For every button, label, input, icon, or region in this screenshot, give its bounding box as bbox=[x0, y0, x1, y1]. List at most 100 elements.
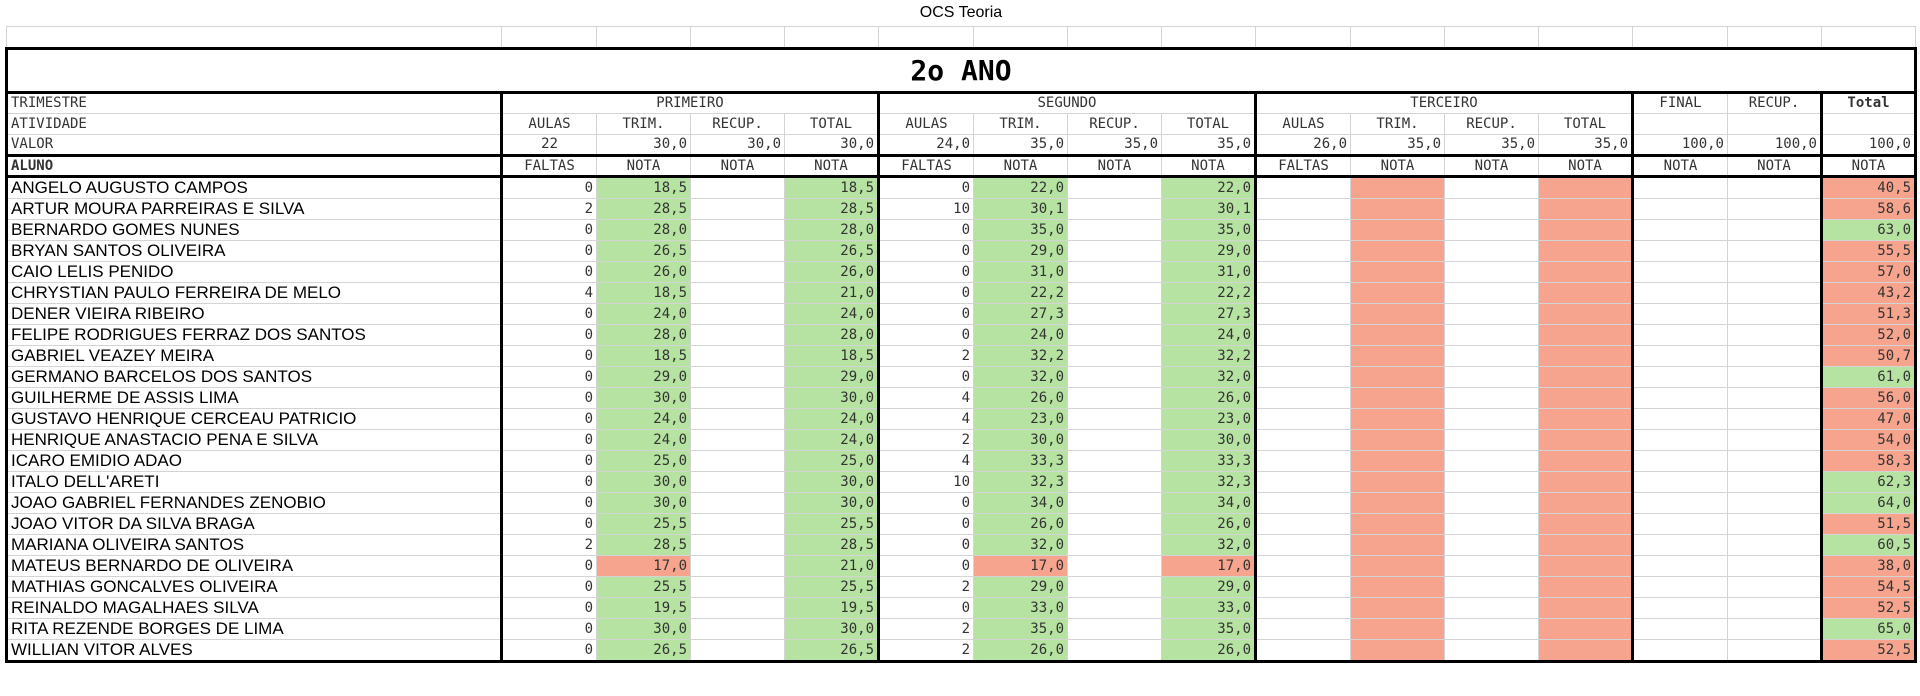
recup-final-cell[interactable] bbox=[1727, 533, 1822, 556]
recup-final-cell[interactable] bbox=[1727, 638, 1822, 663]
trim-2-cell[interactable]: 29,0 bbox=[973, 239, 1068, 262]
trim-3-cell[interactable] bbox=[1350, 302, 1445, 325]
student-name-cell[interactable]: JOAO GABRIEL FERNANDES ZENOBIO bbox=[5, 491, 502, 514]
total-nota-cell[interactable]: 54,5 bbox=[1820, 575, 1917, 598]
trim-2-cell[interactable]: 32,2 bbox=[973, 344, 1068, 367]
total-2-cell[interactable]: 26,0 bbox=[1161, 386, 1256, 409]
total-3-cell[interactable] bbox=[1538, 638, 1633, 663]
total-3-cell[interactable] bbox=[1538, 344, 1633, 367]
faltas-1-cell[interactable]: 4 bbox=[500, 281, 597, 304]
recup-3-cell[interactable] bbox=[1444, 407, 1539, 430]
total-nota-cell[interactable]: 43,2 bbox=[1820, 281, 1917, 304]
faltas-1-cell[interactable]: 0 bbox=[500, 407, 597, 430]
total-2-cell[interactable]: 32,3 bbox=[1161, 470, 1256, 493]
trim-2-cell[interactable]: 30,1 bbox=[973, 197, 1068, 220]
recup-2-cell[interactable] bbox=[1067, 428, 1162, 451]
faltas-2-cell[interactable]: 10 bbox=[877, 470, 974, 493]
recup-1-cell[interactable] bbox=[690, 449, 785, 472]
recup-3-cell[interactable] bbox=[1444, 239, 1539, 262]
faltas-2-cell[interactable]: 0 bbox=[877, 512, 974, 535]
total-3-cell[interactable] bbox=[1538, 281, 1633, 304]
recup-2-cell[interactable] bbox=[1067, 533, 1162, 556]
faltas-2-cell[interactable]: 2 bbox=[877, 617, 974, 640]
final-nota-cell[interactable] bbox=[1631, 491, 1728, 514]
final-nota-cell[interactable] bbox=[1631, 365, 1728, 388]
final-nota-cell[interactable] bbox=[1631, 470, 1728, 493]
faltas-2-cell[interactable]: 0 bbox=[877, 260, 974, 283]
total-1-cell[interactable]: 18,5 bbox=[784, 175, 879, 199]
total-nota-cell[interactable]: 65,0 bbox=[1820, 617, 1917, 640]
total-3-cell[interactable] bbox=[1538, 323, 1633, 346]
trim-2-cell[interactable]: 34,0 bbox=[973, 491, 1068, 514]
recup-1-cell[interactable] bbox=[690, 407, 785, 430]
total-nota-cell[interactable]: 56,0 bbox=[1820, 386, 1917, 409]
student-row[interactable]: GUILHERME DE ASSIS LIMA 0 30,0 30,0 4 26,0 26,… bbox=[5, 386, 1917, 409]
recup-final-cell[interactable] bbox=[1727, 554, 1822, 577]
total-1-cell[interactable]: 26,0 bbox=[784, 260, 879, 283]
total-1-cell[interactable]: 19,5 bbox=[784, 596, 879, 619]
student-name-cell[interactable]: MATEUS BERNARDO DE OLIVEIRA bbox=[5, 554, 502, 577]
final-nota-cell[interactable] bbox=[1631, 617, 1728, 640]
recup-2-cell[interactable] bbox=[1067, 239, 1162, 262]
faltas-1-cell[interactable]: 0 bbox=[500, 617, 597, 640]
final-nota-cell[interactable] bbox=[1631, 638, 1728, 663]
total-3-cell[interactable] bbox=[1538, 470, 1633, 493]
total-3-cell[interactable] bbox=[1538, 175, 1633, 199]
trim-2-cell[interactable]: 35,0 bbox=[973, 617, 1068, 640]
total-2-cell[interactable]: 32,2 bbox=[1161, 344, 1256, 367]
recup-2-cell[interactable] bbox=[1067, 617, 1162, 640]
recup-2-cell[interactable] bbox=[1067, 365, 1162, 388]
student-name-cell[interactable]: GUILHERME DE ASSIS LIMA bbox=[5, 386, 502, 409]
total-3-cell[interactable] bbox=[1538, 533, 1633, 556]
total-1-cell[interactable]: 28,0 bbox=[784, 218, 879, 241]
faltas-1-cell[interactable]: 0 bbox=[500, 260, 597, 283]
faltas-3-cell[interactable] bbox=[1254, 239, 1351, 262]
recup-final-cell[interactable] bbox=[1727, 596, 1822, 619]
trim-3-cell[interactable] bbox=[1350, 386, 1445, 409]
student-row[interactable]: ITALO DELL'ARETI 0 30,0 30,0 10 32,3 32,3 62,3 bbox=[5, 470, 1917, 493]
total-2-cell[interactable]: 24,0 bbox=[1161, 323, 1256, 346]
trim-3-cell[interactable] bbox=[1350, 175, 1445, 199]
recup-2-cell[interactable] bbox=[1067, 302, 1162, 325]
faltas-2-cell[interactable]: 2 bbox=[877, 575, 974, 598]
total-2-cell[interactable]: 35,0 bbox=[1161, 218, 1256, 241]
final-nota-cell[interactable] bbox=[1631, 323, 1728, 346]
total-nota-cell[interactable]: 51,3 bbox=[1820, 302, 1917, 325]
faltas-1-cell[interactable]: 0 bbox=[500, 428, 597, 451]
final-nota-cell[interactable] bbox=[1631, 554, 1728, 577]
trim-2-cell[interactable]: 22,2 bbox=[973, 281, 1068, 304]
recup-3-cell[interactable] bbox=[1444, 575, 1539, 598]
recup-2-cell[interactable] bbox=[1067, 512, 1162, 535]
faltas-3-cell[interactable] bbox=[1254, 281, 1351, 304]
recup-final-cell[interactable] bbox=[1727, 386, 1822, 409]
trim-2-cell[interactable]: 33,3 bbox=[973, 449, 1068, 472]
total-2-cell[interactable]: 23,0 bbox=[1161, 407, 1256, 430]
trim-1-cell[interactable]: 24,0 bbox=[596, 302, 691, 325]
recup-3-cell[interactable] bbox=[1444, 323, 1539, 346]
total-nota-cell[interactable]: 52,0 bbox=[1820, 323, 1917, 346]
total-nota-cell[interactable]: 60,5 bbox=[1820, 533, 1917, 556]
faltas-2-cell[interactable]: 0 bbox=[877, 596, 974, 619]
total-2-cell[interactable]: 26,0 bbox=[1161, 638, 1256, 663]
recup-1-cell[interactable] bbox=[690, 344, 785, 367]
trim-2-cell[interactable]: 32,3 bbox=[973, 470, 1068, 493]
trim-2-cell[interactable]: 32,0 bbox=[973, 365, 1068, 388]
recup-1-cell[interactable] bbox=[690, 197, 785, 220]
faltas-3-cell[interactable] bbox=[1254, 470, 1351, 493]
total-1-cell[interactable]: 30,0 bbox=[784, 386, 879, 409]
faltas-3-cell[interactable] bbox=[1254, 386, 1351, 409]
trim-1-cell[interactable]: 19,5 bbox=[596, 596, 691, 619]
recup-2-cell[interactable] bbox=[1067, 386, 1162, 409]
student-name-cell[interactable]: GUSTAVO HENRIQUE CERCEAU PATRICIO bbox=[5, 407, 502, 430]
faltas-1-cell[interactable]: 0 bbox=[500, 596, 597, 619]
trim-3-cell[interactable] bbox=[1350, 449, 1445, 472]
total-2-cell[interactable]: 34,0 bbox=[1161, 491, 1256, 514]
faltas-1-cell[interactable]: 0 bbox=[500, 344, 597, 367]
student-row[interactable]: RITA REZENDE BORGES DE LIMA 0 30,0 30,0 2 35,… bbox=[5, 617, 1917, 640]
final-nota-cell[interactable] bbox=[1631, 344, 1728, 367]
total-1-cell[interactable]: 24,0 bbox=[784, 428, 879, 451]
trim-1-cell[interactable]: 25,5 bbox=[596, 512, 691, 535]
final-nota-cell[interactable] bbox=[1631, 512, 1728, 535]
total-1-cell[interactable]: 21,0 bbox=[784, 281, 879, 304]
total-1-cell[interactable]: 24,0 bbox=[784, 302, 879, 325]
